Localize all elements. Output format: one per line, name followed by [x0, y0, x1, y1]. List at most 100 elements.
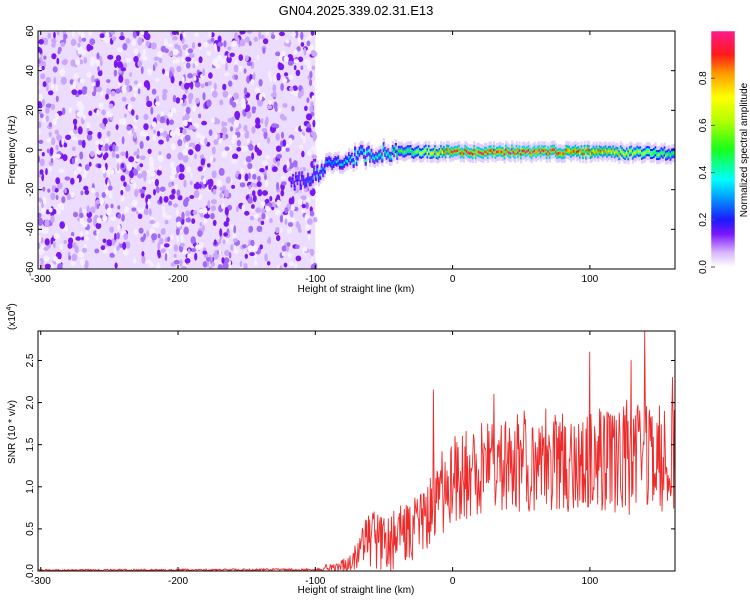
noise-speck: [238, 54, 244, 61]
noise-speck: [87, 130, 93, 136]
noise-speck: [154, 178, 159, 187]
noise-speck: [97, 163, 102, 169]
signal-core: [499, 149, 502, 152]
signal-core: [295, 175, 298, 179]
noise-speck: [293, 206, 299, 212]
noise-speck: [276, 199, 281, 207]
colorbar-tick-label: 0.0: [698, 260, 709, 274]
signal-core: [326, 161, 329, 164]
signal-core: [441, 151, 444, 154]
noise-speck: [155, 263, 161, 269]
signal-core: [432, 151, 435, 155]
signal-core: [325, 160, 328, 164]
noise-speck: [43, 246, 49, 251]
noise-speck: [75, 157, 78, 163]
noise-speck: [160, 248, 166, 254]
signal-core: [517, 151, 520, 155]
noise-speck: [58, 168, 65, 174]
noise-speck: [158, 139, 164, 145]
noise-speck: [55, 153, 61, 159]
noise-speck: [289, 209, 294, 218]
noise-speck: [156, 114, 161, 121]
noise-speck: [251, 108, 256, 114]
noise-speck: [46, 148, 50, 154]
noise-speck: [39, 158, 45, 167]
noise-speck: [202, 224, 205, 232]
noise-speck: [275, 51, 281, 57]
signal-core: [485, 150, 488, 154]
signal-core: [444, 152, 447, 155]
signal-core: [337, 159, 340, 162]
signal-core: [477, 150, 481, 154]
noise-speck: [197, 42, 202, 47]
signal-core: [417, 149, 420, 152]
signal-core: [548, 152, 551, 155]
noise-speck: [288, 74, 294, 81]
noise-speck: [175, 216, 182, 224]
noise-speck: [132, 168, 139, 176]
noise-speck: [211, 261, 216, 267]
noise-speck: [300, 42, 305, 47]
noise-speck: [248, 172, 251, 180]
y-tick-label: 1.0: [25, 479, 36, 493]
signal-core: [653, 151, 656, 155]
noise-speck: [289, 157, 292, 164]
noise-speck: [151, 233, 158, 241]
noise-speck: [102, 165, 106, 174]
signal-core: [462, 152, 465, 155]
noise-speck: [304, 105, 308, 112]
noise-speck: [139, 155, 146, 161]
noise-speck: [153, 189, 156, 196]
noise-speck: [102, 153, 107, 161]
noise-speck: [309, 70, 313, 79]
noise-speck: [216, 132, 221, 140]
signal-core: [400, 149, 403, 152]
noise-speck: [255, 207, 262, 213]
noise-speck: [83, 57, 88, 64]
noise-speck: [121, 163, 125, 169]
noise-speck: [141, 251, 145, 257]
noise-speck: [224, 207, 229, 216]
noise-speck: [311, 65, 316, 70]
noise-speck: [76, 111, 83, 118]
noise-speck: [311, 95, 315, 101]
noise-speck: [300, 65, 304, 70]
noise-speck: [218, 139, 223, 144]
signal-core: [615, 150, 618, 153]
noise-speck: [211, 90, 218, 98]
noise-speck: [40, 207, 47, 215]
noise-speck: [171, 31, 178, 35]
noise-speck: [268, 70, 271, 79]
noise-speck: [162, 92, 167, 101]
signal-core: [625, 151, 629, 154]
noise-speck: [288, 197, 293, 205]
signal-core: [363, 152, 366, 155]
noise-speck: [184, 134, 191, 142]
signal-core: [526, 150, 529, 153]
noise-speck: [185, 210, 191, 217]
signal-core: [497, 150, 500, 153]
noise-speck: [80, 31, 85, 40]
noise-speck: [147, 178, 152, 185]
signal-core: [571, 150, 574, 153]
signal-core: [662, 152, 665, 155]
signal-core: [301, 174, 304, 178]
noise-speck: [151, 178, 156, 184]
noise-speck: [137, 213, 143, 219]
noise-speck: [50, 103, 56, 111]
noise-speck: [187, 248, 191, 254]
noise-speck: [265, 214, 269, 220]
noise-speck: [312, 119, 316, 128]
noise-speck: [248, 185, 252, 190]
noise-speck: [133, 182, 137, 190]
noise-speck: [248, 143, 254, 151]
noise-speck: [93, 85, 97, 94]
noise-speck: [120, 175, 126, 182]
noise-speck: [202, 250, 208, 255]
signal-core: [464, 148, 467, 152]
noise-speck: [84, 230, 89, 236]
noise-speck: [293, 49, 298, 55]
signal-core: [488, 149, 491, 152]
noise-speck: [251, 204, 255, 209]
